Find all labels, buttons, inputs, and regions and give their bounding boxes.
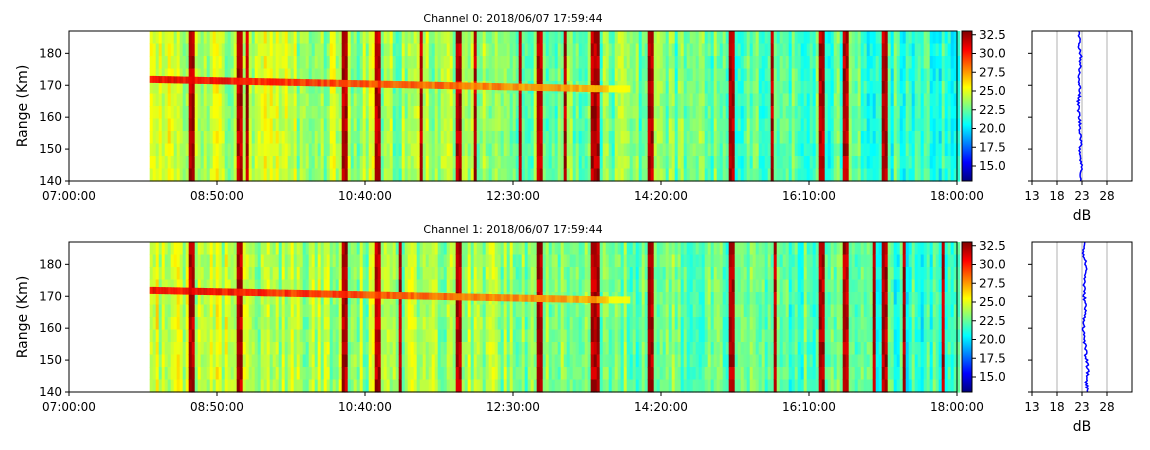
channel-panel-1: Channel 1: 2018/06/07 17:59:44 07:00:00 08… xyxy=(15,223,1133,435)
y-tick-label: 140 xyxy=(39,385,62,399)
x-tick-label: 08:50:00 xyxy=(190,400,244,414)
colorbar-tick-label: 22.5 xyxy=(979,314,1006,328)
colorbar-tick-label: 30.0 xyxy=(979,258,1006,272)
colorbar-tick-label: 27.5 xyxy=(979,65,1006,79)
x-tick-label: 14:20:00 xyxy=(634,400,688,414)
x-tick-label: 12:30:00 xyxy=(486,189,540,203)
profile-x-tick-label: 18 xyxy=(1049,400,1064,414)
profile-line xyxy=(1075,30,1084,182)
colorbar-tick-label: 20.0 xyxy=(979,333,1006,347)
x-tick-label: 18:00:00 xyxy=(930,400,984,414)
x-tick-label: 08:50:00 xyxy=(190,189,244,203)
colorbar-tick-label: 30.0 xyxy=(979,47,1006,61)
colorbar xyxy=(962,31,972,181)
x-tick-label: 10:40:00 xyxy=(338,189,392,203)
colorbar-tick-label: 20.0 xyxy=(979,122,1006,136)
profile-frame xyxy=(1031,30,1133,182)
colorbar-tick-label: 32.5 xyxy=(979,239,1006,253)
profile-x-axis-label: dB xyxy=(1073,208,1092,224)
profile-line xyxy=(1081,241,1090,393)
x-tick-label: 10:40:00 xyxy=(338,400,392,414)
profile-x-tick-label: 18 xyxy=(1049,189,1064,203)
colorbar-tick-label: 22.5 xyxy=(979,103,1006,117)
y-tick-label: 160 xyxy=(39,110,62,124)
channel-panel-0: Channel 0: 2018/06/07 17:59:44 07:00:00 08… xyxy=(15,12,1133,224)
x-tick-label: 16:10:00 xyxy=(782,189,836,203)
y-tick-label: 150 xyxy=(39,353,62,367)
chart-title: Channel 1: 2018/06/07 17:59:44 xyxy=(423,223,602,236)
colorbar-tick-label: 32.5 xyxy=(979,28,1006,42)
x-tick-label: 18:00:00 xyxy=(930,189,984,203)
colorbar-tick-label: 15.0 xyxy=(979,159,1006,173)
y-tick-label: 170 xyxy=(39,289,62,303)
y-tick-label: 150 xyxy=(39,142,62,156)
y-axis-label: Range (Km) xyxy=(15,65,31,148)
y-tick-label: 180 xyxy=(39,46,62,60)
heatmap-image xyxy=(149,242,961,393)
y-tick-label: 140 xyxy=(39,174,62,188)
x-tick-label: 14:20:00 xyxy=(634,189,688,203)
profile-frame xyxy=(1031,241,1133,393)
y-tick-label: 170 xyxy=(39,78,62,92)
echo-band xyxy=(149,75,631,93)
colorbar-tick-label: 27.5 xyxy=(979,276,1006,290)
colorbar-tick-label: 17.5 xyxy=(979,140,1006,154)
colorbar-frame xyxy=(961,241,973,393)
profile-x-tick-label: 28 xyxy=(1099,189,1114,203)
colorbar-tick-label: 17.5 xyxy=(979,351,1006,365)
chart-title: Channel 0: 2018/06/07 17:59:44 xyxy=(423,12,602,25)
colorbar xyxy=(962,242,972,392)
echo-band xyxy=(149,286,631,304)
profile-x-tick-label: 23 xyxy=(1074,400,1089,414)
profile-x-tick-label: 28 xyxy=(1099,400,1114,414)
colorbar-frame xyxy=(961,30,973,182)
profile-x-axis-label: dB xyxy=(1073,419,1092,435)
panels: Channel 0: 2018/06/07 17:59:44 07:00:00 08… xyxy=(15,12,1133,435)
x-tick-label: 16:10:00 xyxy=(782,400,836,414)
y-tick-label: 180 xyxy=(39,257,62,271)
profile-x-tick-label: 13 xyxy=(1024,400,1039,414)
heatmap-image xyxy=(149,31,961,182)
profile-x-tick-label: 23 xyxy=(1074,189,1089,203)
colorbar-tick-label: 25.0 xyxy=(979,295,1006,309)
y-tick-label: 160 xyxy=(39,321,62,335)
colorbar-tick-label: 25.0 xyxy=(979,84,1006,98)
colorbar-tick-label: 15.0 xyxy=(979,370,1006,384)
x-tick-label: 12:30:00 xyxy=(486,400,540,414)
profile-x-tick-label: 13 xyxy=(1024,189,1039,203)
x-tick-label: 07:00:00 xyxy=(42,400,96,414)
x-tick-label: 07:00:00 xyxy=(42,189,96,203)
y-axis-label: Range (Km) xyxy=(15,276,31,359)
